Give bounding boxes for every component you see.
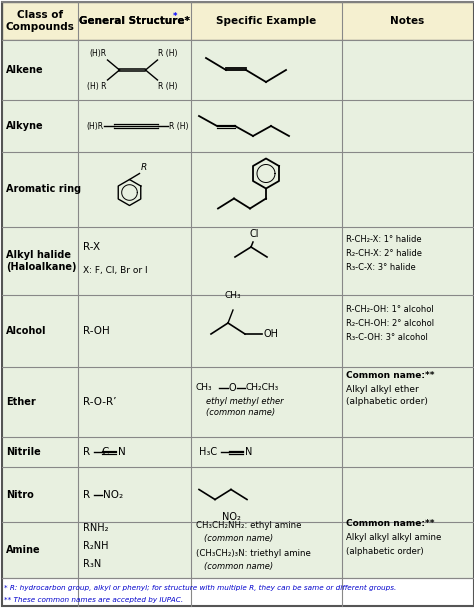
Text: (alphabetic order): (alphabetic order) <box>346 547 424 556</box>
Text: Amine: Amine <box>6 545 41 555</box>
Text: (H)R: (H)R <box>86 122 103 131</box>
Text: * R: hydrocarbon group, alkyl or phenyl; for structure with multiple R, they can: * R: hydrocarbon group, alkyl or phenyl;… <box>4 585 396 591</box>
Bar <box>2 152 474 227</box>
Text: R (H): R (H) <box>170 122 189 131</box>
Text: Specific Example: Specific Example <box>216 16 317 26</box>
Text: R-O-R’: R-O-R’ <box>83 397 117 407</box>
Text: CH₂CH₃: CH₂CH₃ <box>246 384 279 393</box>
Text: Cl: Cl <box>249 229 259 239</box>
Text: R₂-CH-OH: 2° alcohol: R₂-CH-OH: 2° alcohol <box>346 319 434 328</box>
Text: (common name): (common name) <box>204 562 273 570</box>
Text: ethyl methyl ether: ethyl methyl ether <box>206 398 283 407</box>
Text: Nitro: Nitro <box>6 489 34 500</box>
Text: General Structure*: General Structure* <box>79 16 190 26</box>
Text: R₃-C-OH: 3° alcohol: R₃-C-OH: 3° alcohol <box>346 333 428 342</box>
Bar <box>2 40 474 100</box>
Text: R₂-CH-X: 2° halide: R₂-CH-X: 2° halide <box>346 249 422 258</box>
Text: CH₃CH₂NH₂: ethyl amine: CH₃CH₂NH₂: ethyl amine <box>196 522 301 531</box>
Text: C: C <box>101 447 109 457</box>
Text: R (H): R (H) <box>158 49 178 58</box>
Bar <box>2 437 474 467</box>
Text: R: R <box>83 447 93 457</box>
Text: Alkyl alkyl alkyl amine: Alkyl alkyl alkyl amine <box>346 533 441 542</box>
Bar <box>2 100 474 152</box>
Bar <box>2 522 474 578</box>
Bar <box>2 467 474 522</box>
Text: (H) R: (H) R <box>87 82 107 91</box>
Text: CH₃: CH₃ <box>225 291 241 300</box>
Text: N: N <box>245 447 252 457</box>
Bar <box>2 227 474 295</box>
Text: CH₃: CH₃ <box>196 384 213 393</box>
Text: H₃C: H₃C <box>199 447 217 457</box>
Text: R₃-C-X: 3° halide: R₃-C-X: 3° halide <box>346 263 416 272</box>
Bar <box>2 295 474 367</box>
Bar <box>2 2 474 40</box>
Text: R: R <box>140 164 147 173</box>
Text: RNH₂: RNH₂ <box>83 523 109 533</box>
Text: Class of
Compounds: Class of Compounds <box>6 10 74 32</box>
Text: Alkene: Alkene <box>6 65 44 75</box>
Text: N: N <box>118 447 126 457</box>
Text: Alkyne: Alkyne <box>6 121 44 131</box>
Text: Nitrile: Nitrile <box>6 447 41 457</box>
Text: (H)R: (H)R <box>90 49 107 58</box>
Text: Notes: Notes <box>390 16 424 26</box>
Text: Common name:**: Common name:** <box>346 519 435 528</box>
Text: *: * <box>173 13 177 21</box>
Text: R (H): R (H) <box>158 82 178 91</box>
Text: NO₂: NO₂ <box>103 489 123 500</box>
Text: R-X: R-X <box>83 242 100 252</box>
Text: (alphabetic order): (alphabetic order) <box>346 398 428 407</box>
Text: R-CH₂-OH: 1° alcohol: R-CH₂-OH: 1° alcohol <box>346 305 434 314</box>
Text: R-OH: R-OH <box>83 326 110 336</box>
Text: (CH₃CH₂)₃N: triethyl amine: (CH₃CH₂)₃N: triethyl amine <box>196 550 311 559</box>
Text: O: O <box>229 383 237 393</box>
Text: General Structure*: General Structure* <box>79 16 190 26</box>
Text: X: F, Cl, Br or I: X: F, Cl, Br or I <box>83 266 147 275</box>
Text: Ether: Ether <box>6 397 36 407</box>
Text: NO₂: NO₂ <box>221 511 240 522</box>
Text: R₂NH: R₂NH <box>83 541 109 551</box>
Bar <box>2 578 474 606</box>
Text: Common name:**: Common name:** <box>346 371 435 381</box>
Text: Alkyl alkyl ether: Alkyl alkyl ether <box>346 384 419 393</box>
Text: ** These common names are accepted by IUPAC.: ** These common names are accepted by IU… <box>4 597 183 603</box>
Text: R: R <box>83 489 93 500</box>
Bar <box>2 367 474 437</box>
Text: (common name): (common name) <box>206 409 275 418</box>
Text: (common name): (common name) <box>204 533 273 542</box>
Text: Alkyl halide
(Haloalkane): Alkyl halide (Haloalkane) <box>6 250 76 272</box>
Text: Aromatic ring: Aromatic ring <box>6 184 81 195</box>
Text: OH: OH <box>264 329 279 339</box>
Text: Alcohol: Alcohol <box>6 326 46 336</box>
Text: R-CH₂-X: 1° halide: R-CH₂-X: 1° halide <box>346 235 422 243</box>
Text: R₃N: R₃N <box>83 559 101 569</box>
